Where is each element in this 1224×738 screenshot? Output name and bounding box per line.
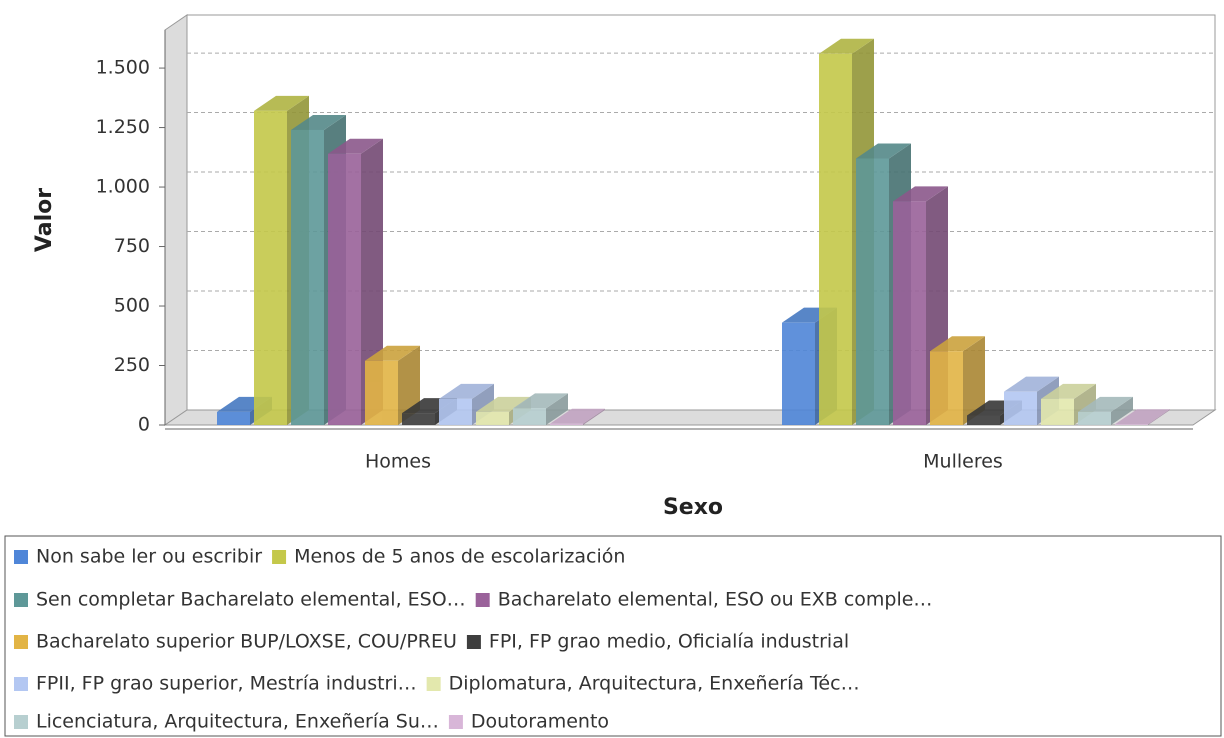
y-tick-label: 1.500 (96, 57, 150, 79)
y-tick-label: 0 (138, 414, 150, 436)
y-tick-label: 750 (114, 235, 150, 257)
legend-label: Diplomatura, Arquitectura, Enxeñería Téc… (449, 673, 860, 695)
x-tick-label: Mulleres (923, 451, 1003, 473)
side-wall (164, 14, 188, 426)
legend-swatch (272, 550, 287, 564)
y-axis-label: Valor (32, 188, 57, 252)
bar-top (254, 95, 309, 111)
y-tick-label: 1.000 (96, 176, 150, 198)
bar-top (1041, 383, 1096, 399)
bar (513, 393, 568, 425)
bar-side (1111, 396, 1133, 425)
legend-box (4, 535, 1222, 737)
legend-swatch (14, 715, 28, 729)
legend-label: Licenciatura, Arquitectura, Enxeñería Su… (36, 711, 439, 733)
bar-front (967, 415, 1000, 425)
bar (365, 345, 420, 425)
bar-top (291, 114, 346, 130)
bar-top (1115, 409, 1170, 425)
bar-top (1004, 376, 1059, 392)
legend-swatch (14, 593, 28, 607)
legend-swatch (14, 677, 28, 691)
bar-front (1041, 398, 1074, 425)
x-axis-label: Sexo (663, 495, 723, 520)
legend-label: Doutoramento (471, 711, 609, 733)
legend-label: Non sabe ler ou escribir (36, 546, 262, 568)
bar-top (1078, 396, 1133, 412)
y-tick-label: 1.250 (96, 116, 150, 138)
bar (1078, 396, 1133, 425)
bar-front (1115, 424, 1148, 425)
legend-swatch (475, 593, 490, 607)
bar (328, 138, 383, 426)
bar-front (856, 158, 889, 426)
legend-label: Sen completar Bacharelato elemental, ESO… (36, 589, 466, 611)
bar-front (328, 153, 361, 426)
bar-top (476, 396, 531, 412)
bar-front (513, 408, 546, 425)
bar-front (476, 411, 509, 425)
bar-front (365, 360, 398, 425)
bar-side (583, 408, 605, 425)
bar-top (930, 336, 985, 352)
legend-swatch (14, 550, 28, 564)
legend-label: Menos de 5 anos de escolarización (294, 546, 625, 568)
legend-swatch (426, 677, 441, 691)
bar (930, 336, 985, 425)
legend-swatch (448, 715, 463, 729)
x-tick-label: Homes (365, 451, 431, 473)
legend-label: Bacharelato superior BUP/LOXSE, COU/PREU (36, 631, 457, 653)
bar-front (1004, 391, 1037, 425)
bar-top (856, 143, 911, 159)
bar-front (439, 398, 472, 425)
bar-top (893, 186, 948, 202)
bar-front (291, 129, 324, 425)
bar-side (546, 393, 568, 425)
bar-top (328, 138, 383, 154)
bar-front (217, 411, 250, 425)
bar-front (402, 413, 435, 425)
bar-front (1078, 411, 1111, 425)
y-tick-label: 500 (114, 295, 150, 317)
bar (550, 408, 605, 425)
bar (1115, 409, 1170, 425)
legend-swatch (466, 635, 481, 649)
bar-top (550, 408, 605, 424)
bar-side (1148, 409, 1170, 425)
y-tick-label: 250 (114, 354, 150, 376)
bar-front (782, 322, 815, 425)
bar-top (365, 345, 420, 361)
bar-front (893, 201, 926, 425)
bar-front (930, 351, 963, 425)
bar-top (819, 38, 874, 54)
legend-label: FPI, FP grao medio, Oficialía industrial (489, 631, 849, 653)
legend-label: FPII, FP grao superior, Mestría industri… (36, 673, 417, 695)
bar-front (254, 110, 287, 425)
bar-front (550, 423, 583, 425)
bar-front (819, 53, 852, 426)
legend-label: Bacharelato elemental, ESO ou EXB comple… (498, 589, 933, 611)
bar-side (963, 336, 985, 425)
legend-swatch (14, 635, 28, 649)
bar-top (513, 393, 568, 409)
bar-top (439, 383, 494, 399)
